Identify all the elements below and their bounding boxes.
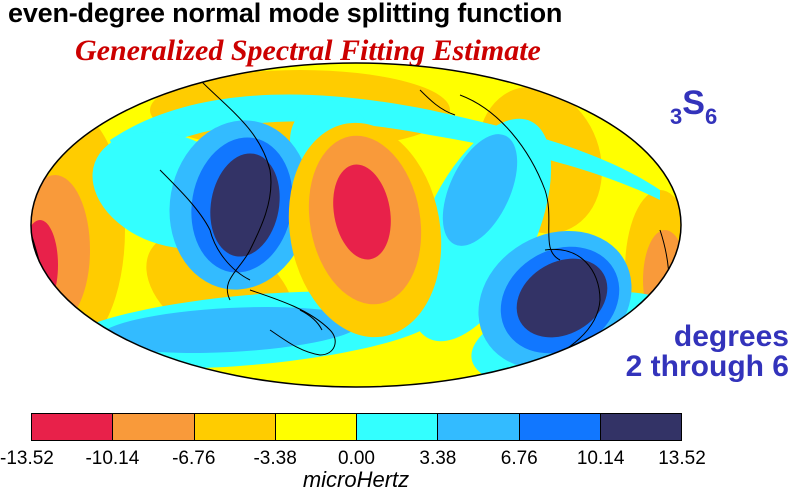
colorbar <box>31 413 682 441</box>
field-patch <box>516 258 608 338</box>
coastline-islands <box>299 309 323 331</box>
colorbar-tick-label: 0.00 <box>338 448 375 469</box>
mode-degree: 6 <box>704 104 718 129</box>
colorbar-tick-label: 13.52 <box>658 448 706 469</box>
colorbar-segment <box>438 414 520 440</box>
field-patch <box>333 164 391 260</box>
figure-title: even-degree normal mode splitting functi… <box>8 0 563 28</box>
degrees-line-1: degrees <box>673 320 789 353</box>
coastline-asia <box>199 79 272 301</box>
colorbar-unit: microHertz <box>302 467 410 492</box>
colorbar-segment <box>113 414 195 440</box>
field-patch <box>210 153 280 257</box>
colorbar-tick-label: -3.38 <box>253 448 297 469</box>
coastline-australia <box>249 289 336 356</box>
coastline-arctic <box>419 89 456 116</box>
coastline-north-america <box>459 94 561 261</box>
colorbar-segment <box>275 414 357 440</box>
mode-type: S <box>682 84 705 122</box>
field-patch <box>643 230 681 330</box>
colorbar-segment <box>194 414 276 440</box>
mode-label: 3S6 <box>670 84 717 129</box>
mode-overtone: 3 <box>670 104 683 129</box>
colorbar-tick-label: -10.14 <box>85 448 140 469</box>
colorbar-tick-label: 10.14 <box>576 448 625 469</box>
colorbar-segment <box>600 414 681 440</box>
figure-subtitle: Generalized Spectral Fitting Estimate <box>75 34 541 67</box>
field-patch <box>31 220 58 310</box>
coastline-asia-south <box>159 169 251 281</box>
field-patch <box>442 134 518 246</box>
field-patch <box>100 307 360 353</box>
colorbar-tick-label: -13.52 <box>0 448 54 469</box>
colorbar-tick-label: 6.76 <box>500 448 538 469</box>
colorbar-segment <box>519 414 601 440</box>
map-outline <box>30 62 682 388</box>
colorbar-tick-label: 3.38 <box>419 448 457 469</box>
colorbar-tick-label: -6.76 <box>172 448 216 469</box>
colorbar-segment <box>357 414 439 440</box>
colorbar-segment <box>32 414 114 440</box>
degrees-line-2: 2 through 6 <box>625 350 789 383</box>
degrees-label: degrees 2 through 6 <box>626 322 789 382</box>
